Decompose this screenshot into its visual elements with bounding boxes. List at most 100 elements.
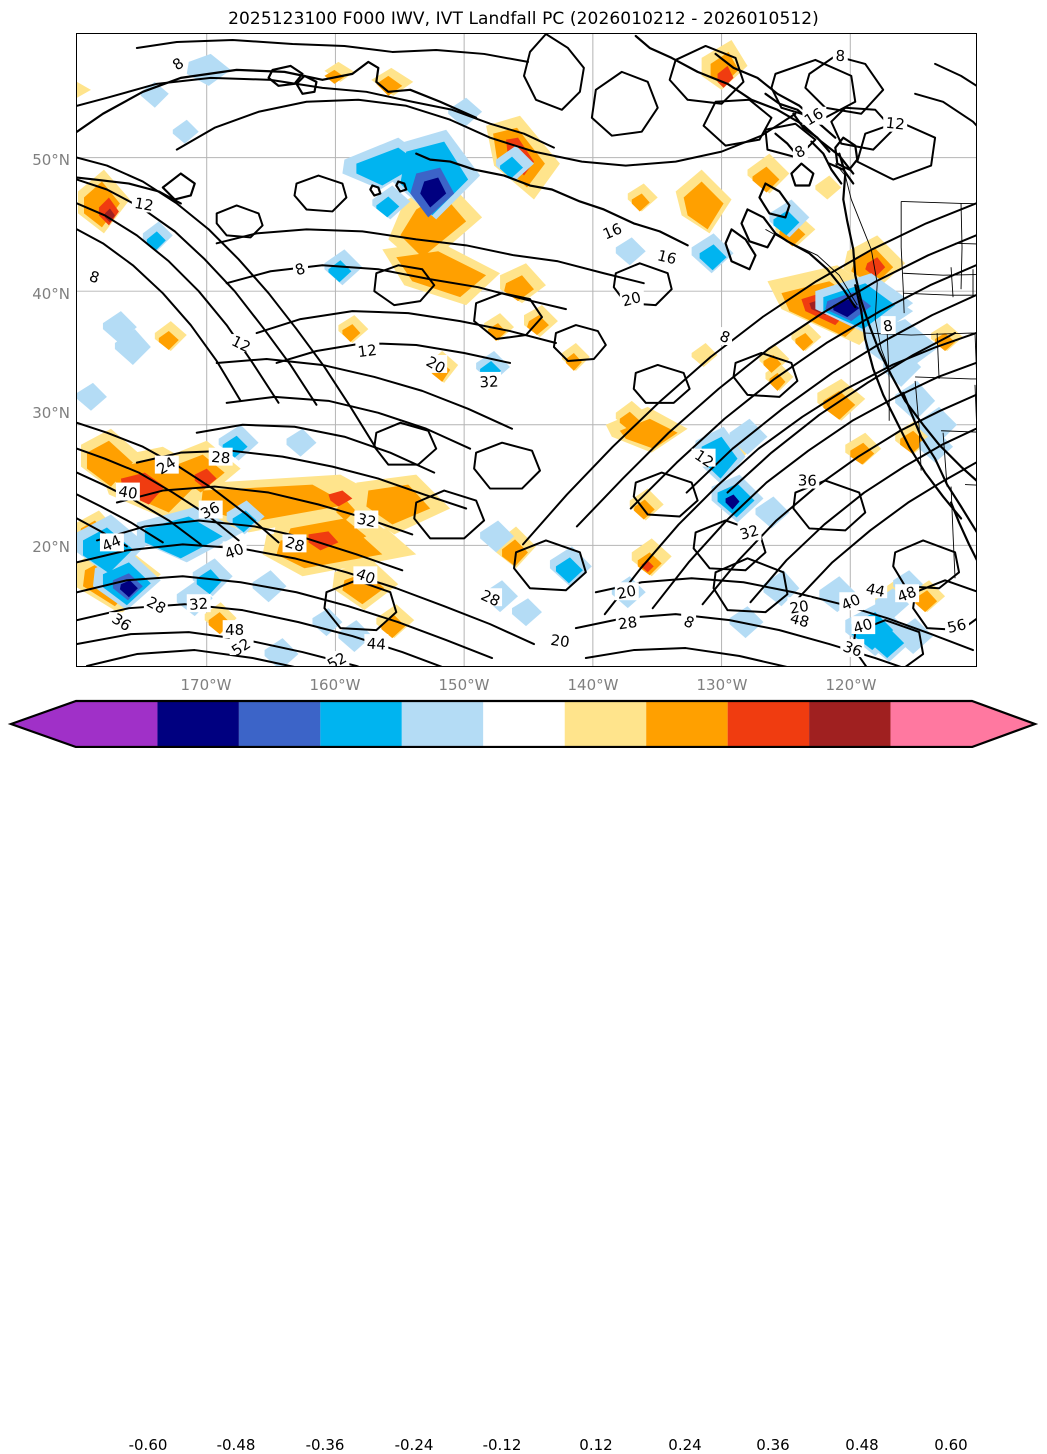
colorbar-swatch[interactable] — [727, 701, 810, 747]
contour-label-mask — [154, 455, 179, 474]
contour-label: 20 — [620, 288, 643, 310]
ivt-contours — [77, 34, 976, 666]
contour-label: 32 — [738, 521, 761, 544]
lon-label-130w: 130°W — [696, 676, 748, 694]
contour-label: 56 — [946, 615, 969, 637]
colorbar-swatch[interactable] — [483, 701, 565, 747]
contour-label-mask — [851, 616, 876, 635]
contour-label: 8 — [882, 316, 895, 335]
contour-label-mask — [802, 106, 827, 125]
figure-root: 2025123100 F000 IWV, IVT Landfall PC (20… — [0, 9, 1047, 1454]
colorbar-swatch[interactable] — [809, 701, 891, 747]
colorbar-outline — [7, 699, 1039, 748]
contour-label-mask — [353, 566, 378, 585]
contour-label: 40 — [222, 540, 246, 563]
cb-tick-label-9: 0.60 — [934, 1436, 968, 1454]
lon-label-140w: 140°W — [567, 676, 619, 694]
contour-label-mask — [832, 45, 848, 64]
contour-label-mask — [737, 522, 762, 541]
contour-label-mask — [839, 592, 864, 611]
colorbar-swatch[interactable] — [890, 701, 972, 747]
lon-label-150w: 150°W — [438, 676, 490, 694]
contour-label: 36 — [841, 637, 865, 660]
contour-label-mask — [691, 448, 716, 467]
cb-tick-label-5: 0.12 — [579, 1436, 613, 1454]
colorbar-extend-low — [11, 701, 76, 747]
cb-tick-label-7: 0.36 — [756, 1436, 790, 1454]
contour-label-mask — [795, 470, 820, 489]
contour-label-mask — [619, 289, 644, 308]
colorbar-swatch[interactable] — [646, 701, 728, 747]
cb-tick-label-4: -0.12 — [482, 1436, 522, 1454]
contour-label: 48 — [225, 621, 244, 639]
lon-label-160w: 160°W — [309, 676, 361, 694]
contour-label-mask — [478, 588, 503, 607]
colorbar-swatch[interactable] — [564, 701, 647, 747]
contour-label-mask — [222, 541, 247, 560]
contour-label: 44 — [366, 634, 386, 653]
cb-tick-label-0: -0.60 — [128, 1436, 168, 1454]
contour-label: 20 — [615, 581, 637, 603]
contour-label-mask — [229, 637, 254, 656]
colorbar-canvas[interactable] — [0, 698, 1047, 748]
contour-label-mask — [99, 533, 124, 552]
contour-label-mask — [198, 500, 223, 519]
contour-label-mask — [717, 327, 733, 346]
contour-label-mask — [840, 639, 865, 658]
lon-label-170w: 170°W — [180, 676, 232, 694]
contour-label-mask — [880, 316, 896, 335]
contour-label-mask — [681, 612, 697, 631]
contour-label-mask — [131, 194, 156, 213]
contour-label-mask — [654, 247, 679, 266]
colorbar-swatch[interactable] — [320, 701, 402, 747]
contour-label-mask — [171, 53, 187, 72]
contour-label-mask — [282, 534, 307, 553]
contour-label: 8 — [835, 47, 845, 65]
contour-label: 32 — [189, 595, 209, 614]
cb-tick-label-8: 0.48 — [845, 1436, 879, 1454]
cb-tick-label-2: -0.36 — [305, 1436, 345, 1454]
contour-label-mask — [423, 354, 448, 373]
lon-label-120w: 120°W — [825, 676, 877, 694]
contour-label-mask — [325, 651, 350, 666]
colorbar[interactable]: -0.60 -0.48 -0.36 -0.24 -0.12 0.12 0.24 … — [0, 698, 1047, 1454]
cb-tick-label-1: -0.48 — [216, 1436, 256, 1454]
contour-label: 12 — [885, 114, 906, 134]
page-title: 2025123100 F000 IWV, IVT Landfall PC (20… — [228, 9, 819, 29]
contour-label-mask — [863, 580, 888, 599]
contour-label: 16 — [656, 246, 679, 268]
contour-label-mask — [615, 613, 640, 632]
contour-label-mask — [228, 334, 253, 352]
colorbar-swatch[interactable] — [157, 701, 239, 747]
contour-label: 20 — [549, 631, 570, 651]
contour-label-mask — [364, 634, 389, 653]
contour-label-mask — [115, 482, 140, 501]
contour-label-mask — [186, 594, 211, 613]
contour-label-mask — [787, 597, 812, 616]
contour-label: 40 — [117, 482, 139, 503]
contour-label: 32 — [355, 510, 378, 532]
contour-label: 20 — [788, 597, 810, 618]
contour-label: 48 — [895, 582, 919, 606]
contour-label-mask — [600, 221, 625, 240]
contour-label-mask — [477, 371, 502, 390]
contour-label-mask — [945, 616, 970, 635]
contour-label-mask — [895, 584, 920, 603]
colorbar-swatch[interactable] — [401, 701, 484, 747]
contour-label-mask — [547, 631, 572, 650]
contour-label: 28 — [283, 533, 306, 556]
contour-label: 36 — [798, 471, 817, 489]
colorbar-swatch[interactable] — [238, 701, 321, 747]
contour-label-mask — [143, 595, 168, 614]
contour-label-mask — [354, 510, 379, 529]
colorbar-swatch[interactable] — [76, 701, 158, 747]
lat-label-50n: 50°N — [32, 151, 70, 169]
contour-label-mask — [86, 267, 102, 286]
contour-label-mask — [208, 447, 233, 466]
map-plot-area[interactable]: 8 8 16 12 8 12 16 16 8 8 20 8 8 12 12 20 32 12 36 24 28 36 40 4… — [76, 33, 977, 667]
contour-label-mask — [883, 113, 908, 132]
contour-label: 12 — [133, 194, 155, 215]
contour-label: 32 — [479, 372, 499, 391]
